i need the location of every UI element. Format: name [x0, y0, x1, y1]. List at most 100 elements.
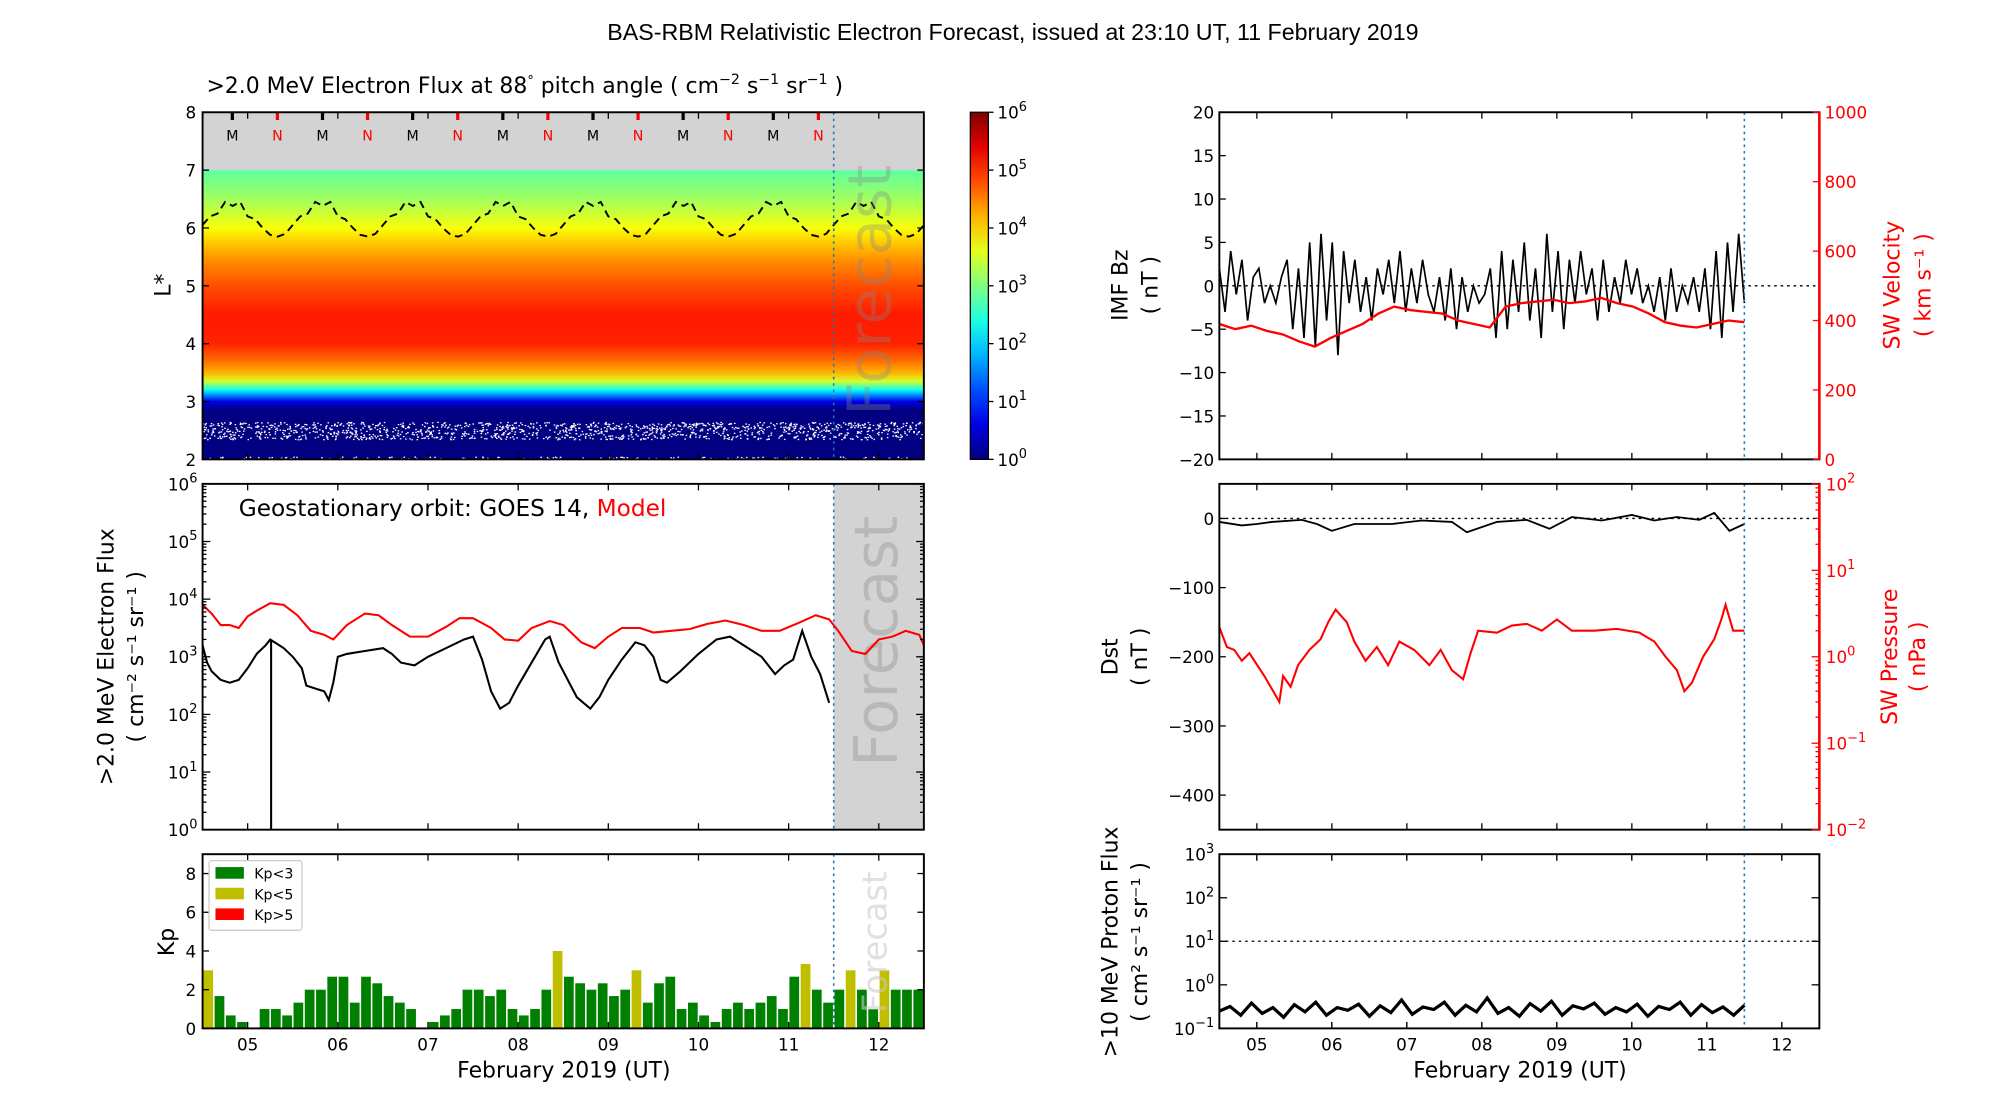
speckle	[829, 422, 832, 425]
series-group	[1219, 233, 1746, 356]
speckle	[588, 434, 590, 437]
speckle	[514, 433, 516, 436]
speckle	[205, 422, 207, 425]
speckle	[561, 436, 564, 438]
colorbar-tick-label: 100	[997, 447, 1027, 470]
speckle	[229, 423, 231, 425]
speckle	[486, 429, 488, 431]
speckle	[866, 430, 869, 433]
speckle	[901, 435, 904, 438]
speckle	[897, 428, 899, 430]
speckle	[783, 431, 785, 433]
speckle	[487, 425, 490, 427]
speckle	[661, 427, 663, 429]
speckle	[424, 437, 427, 439]
speckle	[341, 431, 344, 434]
speckle	[360, 429, 362, 431]
speckle	[242, 433, 244, 436]
speckle	[734, 426, 737, 429]
speckle	[220, 437, 223, 440]
speckle	[646, 431, 649, 433]
speckle	[762, 432, 765, 434]
speckle	[220, 457, 222, 459]
speckle	[331, 435, 334, 437]
speckle	[440, 437, 443, 439]
speckle	[312, 430, 315, 433]
speckle	[757, 438, 759, 441]
speckle	[555, 426, 558, 428]
speckle	[660, 437, 663, 440]
speckle	[496, 437, 498, 440]
speckle	[648, 434, 650, 436]
speckle	[760, 429, 763, 431]
speckle	[450, 428, 453, 430]
speckle	[294, 423, 297, 426]
speckle	[869, 435, 871, 437]
kp-bar	[282, 1015, 292, 1029]
kp-bar	[642, 1002, 653, 1029]
speckle	[444, 426, 446, 428]
speckle	[723, 438, 726, 440]
speckle	[501, 428, 504, 430]
speckle	[221, 436, 224, 438]
kp-bar	[338, 976, 349, 1029]
speckle	[773, 425, 776, 427]
speckle	[890, 422, 892, 425]
speckle	[811, 428, 814, 430]
speckle	[783, 428, 785, 430]
speckle	[903, 431, 906, 433]
speckle	[812, 432, 815, 435]
speckle	[225, 435, 228, 437]
speckle	[758, 433, 761, 435]
kp-bar	[473, 989, 484, 1029]
x-tick-label: 05	[237, 1034, 258, 1054]
speckle	[829, 432, 832, 434]
speckle	[849, 422, 851, 425]
speckle	[396, 434, 398, 436]
speckle	[355, 456, 358, 458]
speckle	[747, 438, 749, 440]
y-tick-label: 2	[185, 980, 196, 1000]
speckle	[218, 432, 220, 434]
speckle	[732, 436, 734, 438]
speckle	[750, 427, 753, 429]
speckle	[348, 424, 350, 426]
speckle	[868, 426, 871, 429]
speckle	[606, 430, 608, 432]
speckle	[470, 437, 473, 439]
kp-bar	[361, 976, 371, 1029]
speckle	[428, 427, 430, 429]
kp-bar	[789, 976, 800, 1029]
speckle	[760, 437, 762, 440]
speckle	[818, 428, 820, 430]
speckle	[232, 431, 234, 433]
kp-bar	[485, 996, 495, 1029]
speckle	[447, 426, 450, 428]
speckle	[847, 424, 850, 426]
speckle	[789, 424, 791, 427]
speckle	[254, 460, 256, 461]
speckle	[454, 428, 457, 430]
speckle	[248, 424, 250, 426]
speckle	[915, 428, 917, 430]
speckle	[642, 437, 645, 440]
y-axis-units: ( nT )	[1138, 256, 1163, 314]
speckle	[347, 427, 350, 429]
speckle	[605, 438, 608, 441]
speckle	[428, 430, 430, 433]
speckle	[444, 432, 447, 434]
y-tick-label: 106	[168, 472, 198, 495]
speckle	[345, 437, 348, 439]
speckle	[605, 421, 607, 424]
geostationary-flux-panel: Forecast100101102103104105106Geostationa…	[95, 472, 925, 840]
speckle	[273, 426, 276, 428]
speckle	[258, 436, 261, 438]
speckle	[673, 424, 676, 426]
speckle	[677, 424, 680, 426]
speckle	[494, 436, 497, 438]
x-tick-label: 07	[417, 1034, 438, 1054]
speckle	[378, 423, 381, 425]
speckle	[522, 431, 525, 433]
speckle	[258, 432, 260, 434]
speckle	[814, 431, 816, 434]
